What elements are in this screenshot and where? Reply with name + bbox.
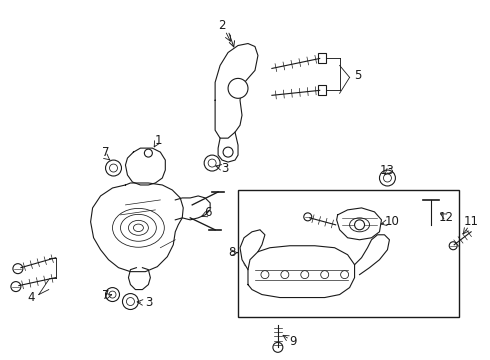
Text: 13: 13 — [380, 163, 395, 176]
Circle shape — [261, 271, 269, 279]
Text: 3: 3 — [145, 296, 152, 309]
Circle shape — [321, 271, 329, 279]
Polygon shape — [218, 132, 238, 162]
Text: 12: 12 — [439, 211, 454, 224]
Polygon shape — [248, 246, 355, 298]
Circle shape — [355, 220, 365, 230]
Text: 7: 7 — [102, 289, 109, 302]
Polygon shape — [175, 196, 210, 220]
Text: 4: 4 — [27, 291, 35, 304]
Bar — [318, 85, 326, 95]
Polygon shape — [355, 235, 390, 275]
Text: 6: 6 — [204, 206, 212, 219]
Circle shape — [341, 271, 348, 279]
Ellipse shape — [349, 218, 369, 232]
Text: 3: 3 — [221, 162, 229, 175]
Text: 7: 7 — [102, 145, 109, 159]
Text: 8: 8 — [228, 246, 236, 259]
Text: 5: 5 — [354, 69, 361, 82]
Polygon shape — [128, 268, 150, 289]
Polygon shape — [337, 208, 382, 240]
Text: 2: 2 — [219, 19, 226, 32]
Text: 1: 1 — [154, 134, 162, 147]
Polygon shape — [125, 148, 165, 185]
Text: 11: 11 — [464, 215, 479, 228]
Circle shape — [145, 149, 152, 157]
Text: 10: 10 — [385, 215, 400, 228]
Polygon shape — [215, 44, 258, 138]
Circle shape — [228, 78, 248, 98]
Polygon shape — [240, 230, 265, 270]
Circle shape — [281, 271, 289, 279]
Text: 9: 9 — [289, 335, 296, 348]
Circle shape — [301, 271, 309, 279]
Polygon shape — [91, 183, 183, 272]
Bar — [238, 190, 459, 318]
Bar — [318, 54, 326, 63]
Circle shape — [223, 147, 233, 157]
